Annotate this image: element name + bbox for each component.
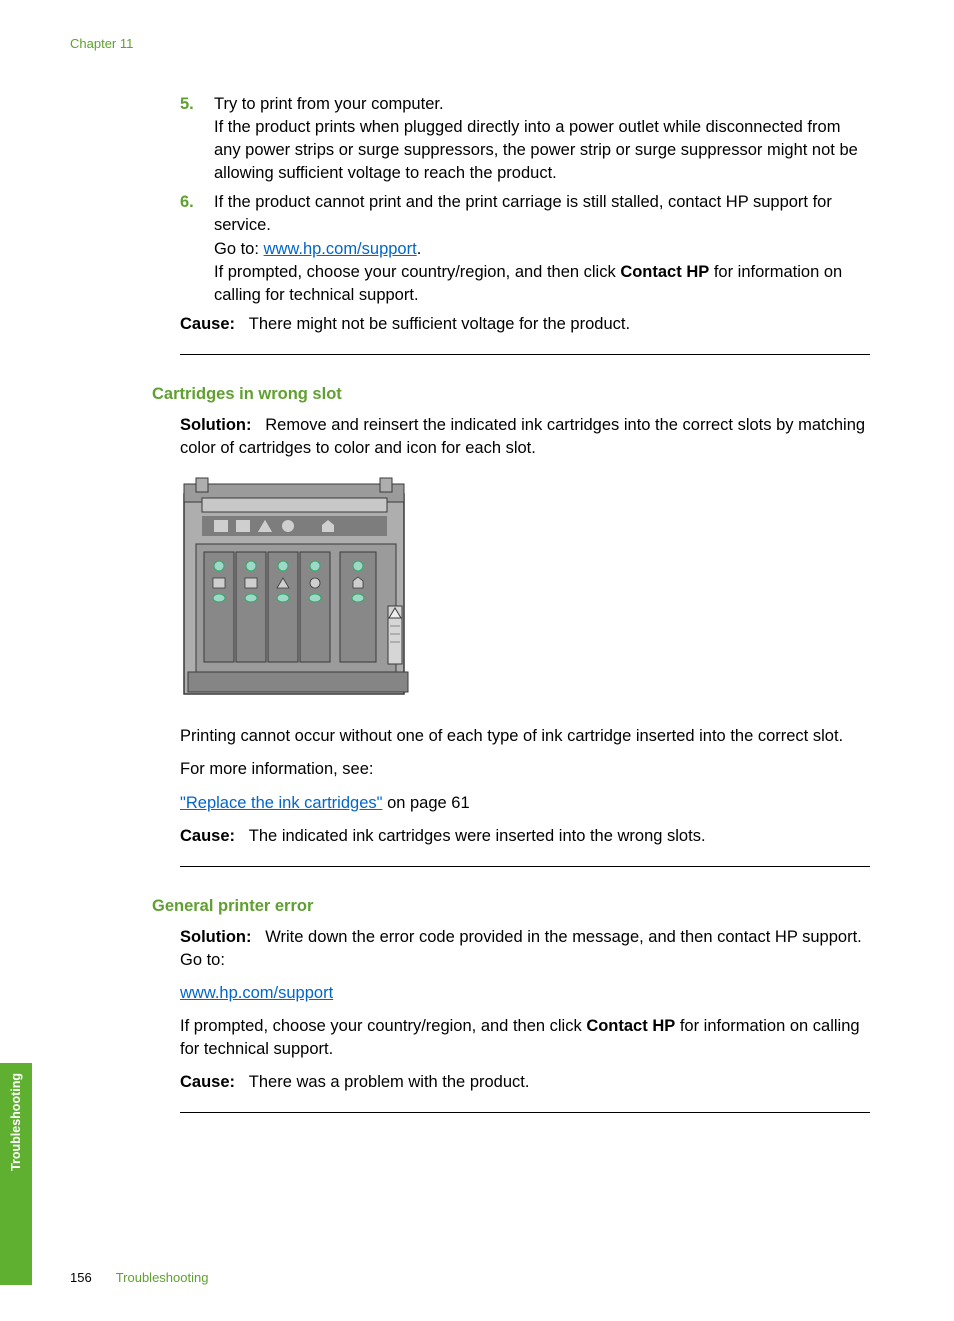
section-divider: [180, 354, 870, 355]
cause-text: The indicated ink cartridges were insert…: [249, 827, 706, 845]
step-6-goto: Go to: www.hp.com/support.: [214, 238, 870, 261]
chapter-header: Chapter 11: [70, 36, 884, 51]
contact-hp-bold: Contact HP: [620, 263, 709, 281]
sidebar-label: Troubleshooting: [9, 1073, 23, 1171]
contact-hp-bold: Contact HP: [586, 1017, 675, 1035]
solution-label: Solution:: [180, 928, 251, 946]
solution-3: Solution: Write down the error code prov…: [180, 926, 870, 972]
step-5: 5. Try to print from your computer. If t…: [180, 93, 870, 185]
page-footer: 156 Troubleshooting: [70, 1270, 208, 1285]
section-divider: [180, 866, 870, 867]
section-heading-cartridges: Cartridges in wrong slot: [152, 383, 870, 406]
solution-2: Solution: Remove and reinsert the indica…: [180, 414, 870, 460]
cause-label: Cause:: [180, 1073, 235, 1091]
step-number: 6.: [180, 191, 200, 306]
replace-cartridges-link[interactable]: "Replace the ink cartridges": [180, 794, 382, 812]
page-number: 156: [70, 1270, 92, 1285]
support-link-2[interactable]: www.hp.com/support: [180, 984, 333, 1002]
prompt-a: If prompted, choose your country/region,…: [180, 1017, 586, 1035]
footer-title: Troubleshooting: [116, 1270, 209, 1285]
cartridge-diagram: [180, 476, 870, 705]
step-5-line1: Try to print from your computer.: [214, 93, 870, 116]
section3-prompt: If prompted, choose your country/region,…: [180, 1015, 870, 1061]
cause-text: There might not be sufficient voltage fo…: [249, 315, 630, 333]
section-heading-general-error: General printer error: [152, 895, 870, 918]
section-divider: [180, 1112, 870, 1113]
solution-text: Write down the error code provided in th…: [180, 928, 862, 969]
goto-prefix: Go to:: [214, 240, 264, 258]
ref-suffix: on page 61: [382, 794, 469, 812]
cause-2: Cause: The indicated ink cartridges were…: [180, 825, 870, 848]
solution-label: Solution:: [180, 416, 251, 434]
cause-label: Cause:: [180, 827, 235, 845]
section2-para2: For more information, see:: [180, 758, 870, 781]
main-content: 5. Try to print from your computer. If t…: [180, 93, 870, 1113]
cause-3: Cause: There was a problem with the prod…: [180, 1071, 870, 1094]
support-link[interactable]: www.hp.com/support: [264, 240, 417, 258]
prompt-a: If prompted, choose your country/region,…: [214, 263, 620, 281]
section2-para1: Printing cannot occur without one of eac…: [180, 725, 870, 748]
section2-ref: "Replace the ink cartridges" on page 61: [180, 792, 870, 815]
step-number: 5.: [180, 93, 200, 185]
step-6-prompt: If prompted, choose your country/region,…: [214, 261, 870, 307]
sidebar-tab: Troubleshooting: [0, 1063, 32, 1285]
solution-text: Remove and reinsert the indicated ink ca…: [180, 416, 865, 457]
goto-suffix: .: [417, 240, 422, 258]
cause-text: There was a problem with the product.: [249, 1073, 530, 1091]
cause-label: Cause:: [180, 315, 235, 333]
step-5-para: If the product prints when plugged direc…: [214, 116, 870, 185]
step-6: 6. If the product cannot print and the p…: [180, 191, 870, 306]
cause-1: Cause: There might not be sufficient vol…: [180, 313, 870, 336]
step-6-line1: If the product cannot print and the prin…: [214, 191, 870, 237]
